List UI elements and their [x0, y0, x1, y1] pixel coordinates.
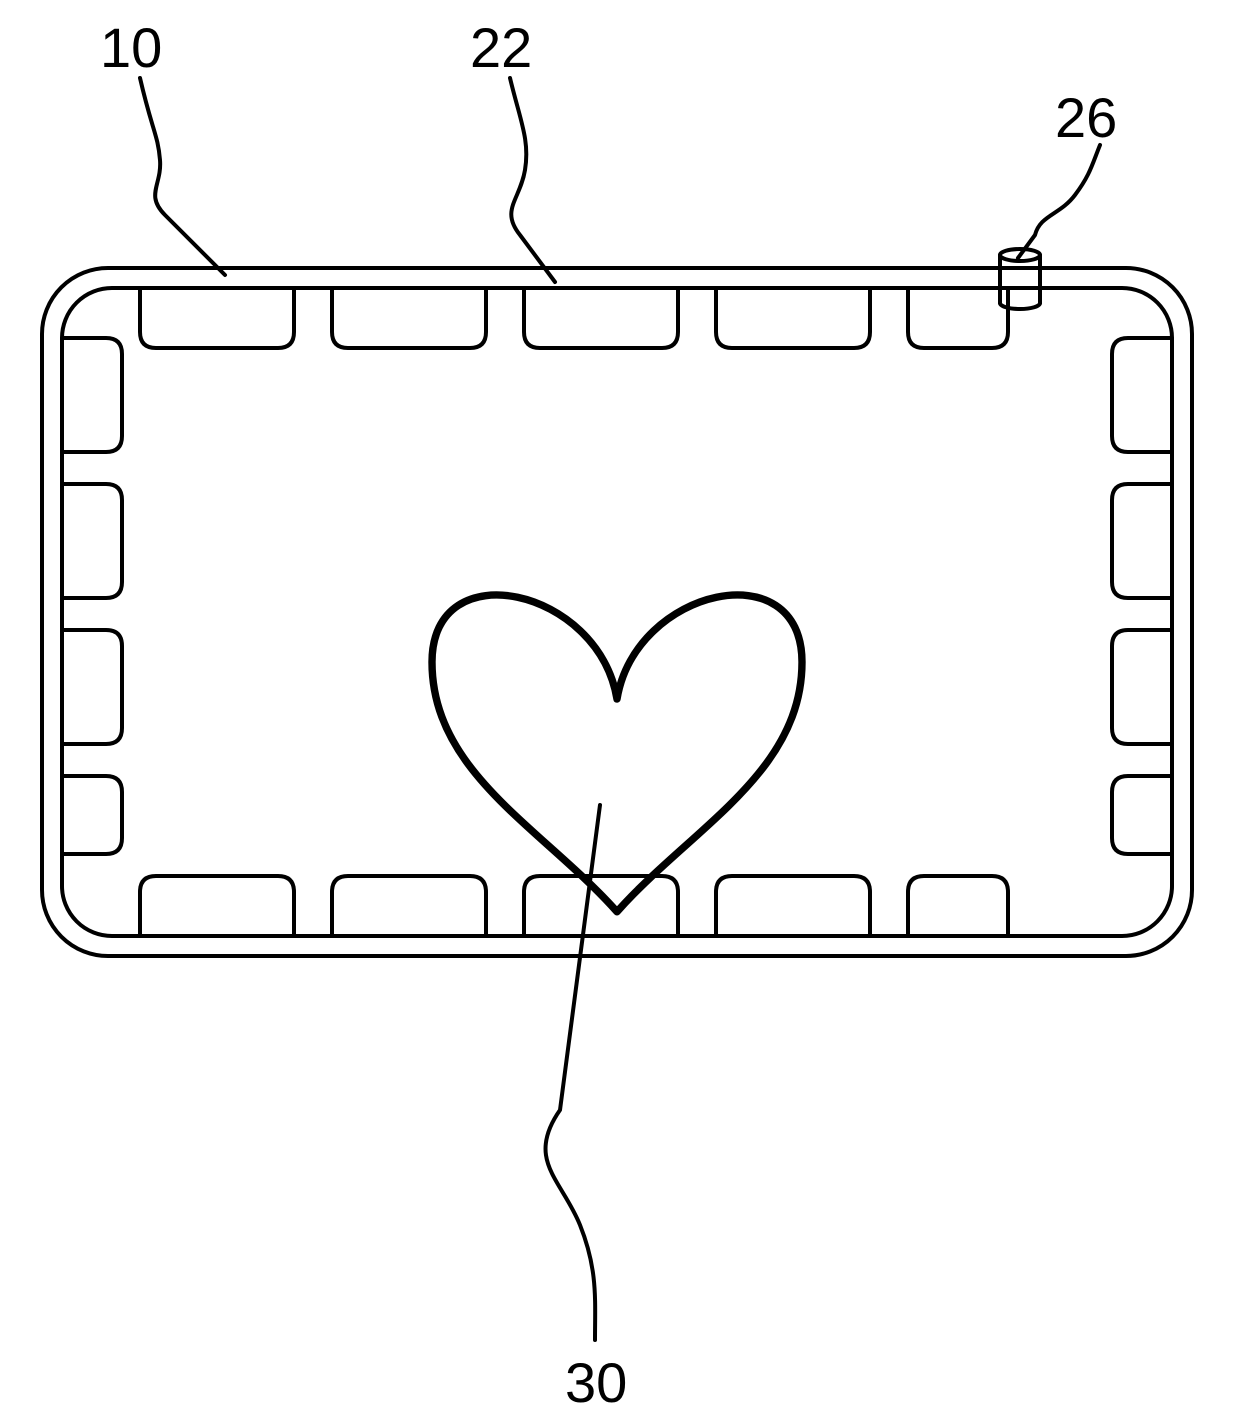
tab-right: [1112, 776, 1172, 854]
tab-bottom: [332, 876, 486, 936]
leader-line: [510, 78, 555, 282]
callout-30: 30: [565, 1350, 627, 1415]
tab-top: [332, 288, 486, 348]
leader-line: [1018, 145, 1100, 258]
tab-bottom: [716, 876, 870, 936]
heart-shape: [432, 595, 802, 912]
leader-line: [140, 78, 225, 275]
tab-right: [1112, 630, 1172, 744]
tab-right: [1112, 338, 1172, 452]
tab-top: [524, 288, 678, 348]
tab-bottom: [140, 876, 294, 936]
tab-left: [62, 484, 122, 598]
callout-10: 10: [100, 15, 162, 80]
tab-left: [62, 776, 122, 854]
inner-frame: [62, 288, 1172, 936]
tab-bottom: [524, 876, 678, 936]
tab-left: [62, 630, 122, 744]
outer-frame: [42, 268, 1192, 956]
tab-left: [62, 338, 122, 452]
tab-bottom: [908, 876, 1008, 936]
callout-26: 26: [1055, 85, 1117, 150]
tab-right: [1112, 484, 1172, 598]
tab-top: [908, 288, 1008, 348]
tab-top: [716, 288, 870, 348]
tab-top: [140, 288, 294, 348]
callout-22: 22: [470, 15, 532, 80]
